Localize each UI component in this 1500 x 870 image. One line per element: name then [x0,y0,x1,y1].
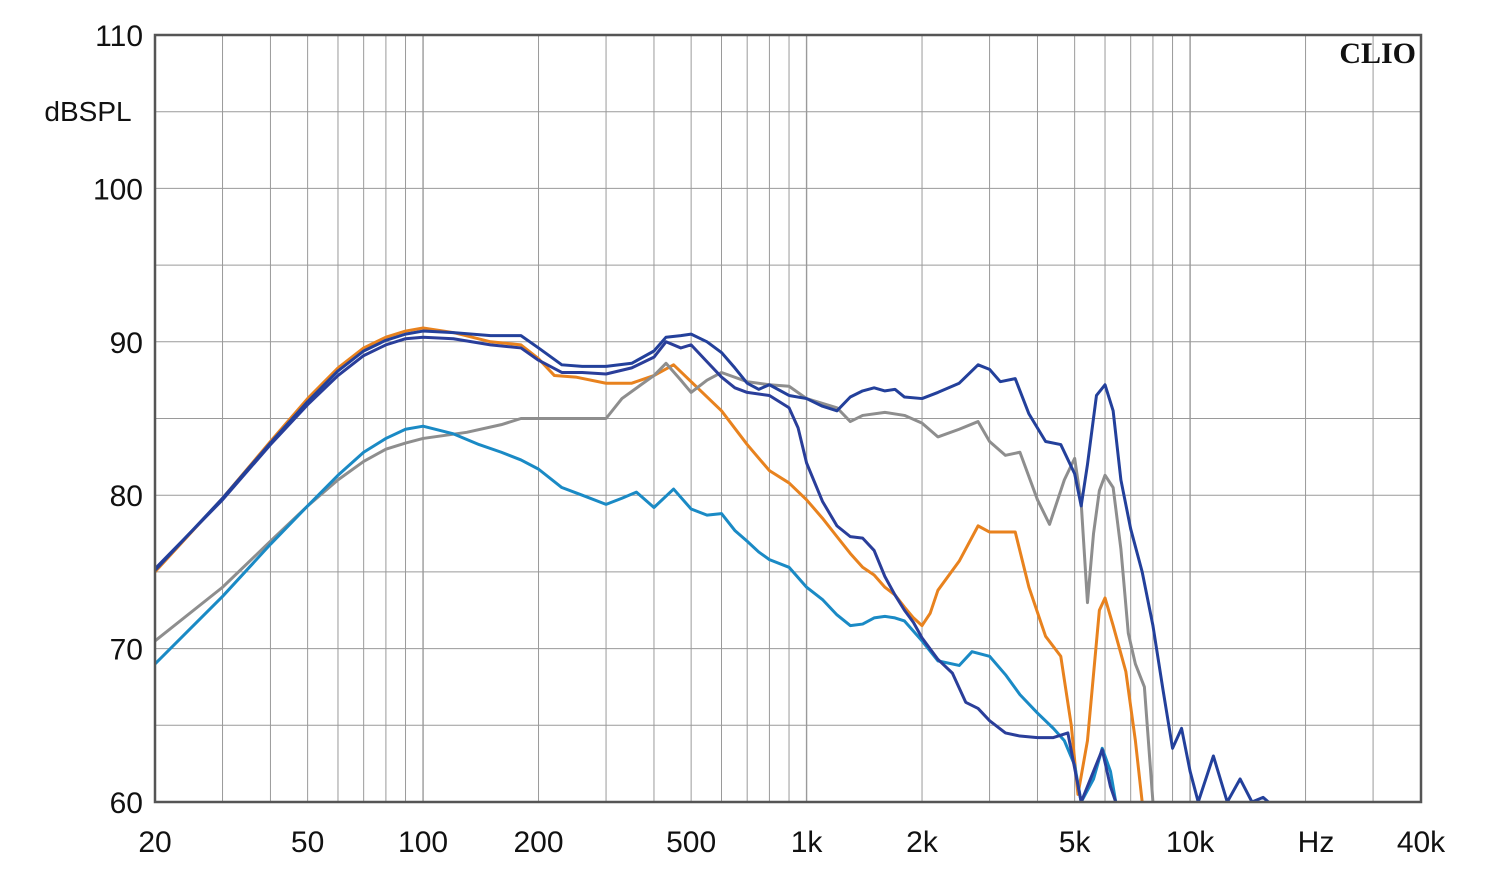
series-line-5 [155,329,1270,802]
y-tick-label: 90 [110,327,143,360]
plot-frame [153,33,1423,804]
y-tick-label: 100 [93,173,143,206]
x-tick-label: 200 [513,826,563,859]
y-axis-unit-label: dBSPL [44,96,131,127]
y-tick-label: 70 [110,634,143,667]
series-line-2 [155,361,1155,802]
x-tick-label: 2k [906,826,939,859]
x-tick-label: 500 [666,826,716,859]
y-tick-label: 60 [110,787,143,820]
x-tick-labels: 20 50 100 200 500 1k 2k 5k 10k 40k [138,826,1446,859]
series-layer [155,326,1270,802]
y-tick-label: 80 [110,480,143,513]
x-tick-label: 40k [1397,826,1446,859]
x-tick-label: 20 [138,826,171,859]
clio-brand-label: CLIO [1339,37,1416,70]
y-gridlines [155,111,1421,726]
x-tick-label: 1k [791,826,824,859]
y-tick-label: 110 [95,20,143,53]
series-line-3 [155,424,1118,802]
x-tick-label: 100 [398,826,448,859]
x-tick-label: 10k [1166,826,1215,859]
x-tick-label: 5k [1059,826,1092,859]
y-tick-labels: 110 100 90 80 70 60 [93,20,143,820]
x-tick-label: 50 [291,826,324,859]
series-line-4 [155,335,1118,802]
x-axis-unit-label: Hz [1298,826,1335,859]
